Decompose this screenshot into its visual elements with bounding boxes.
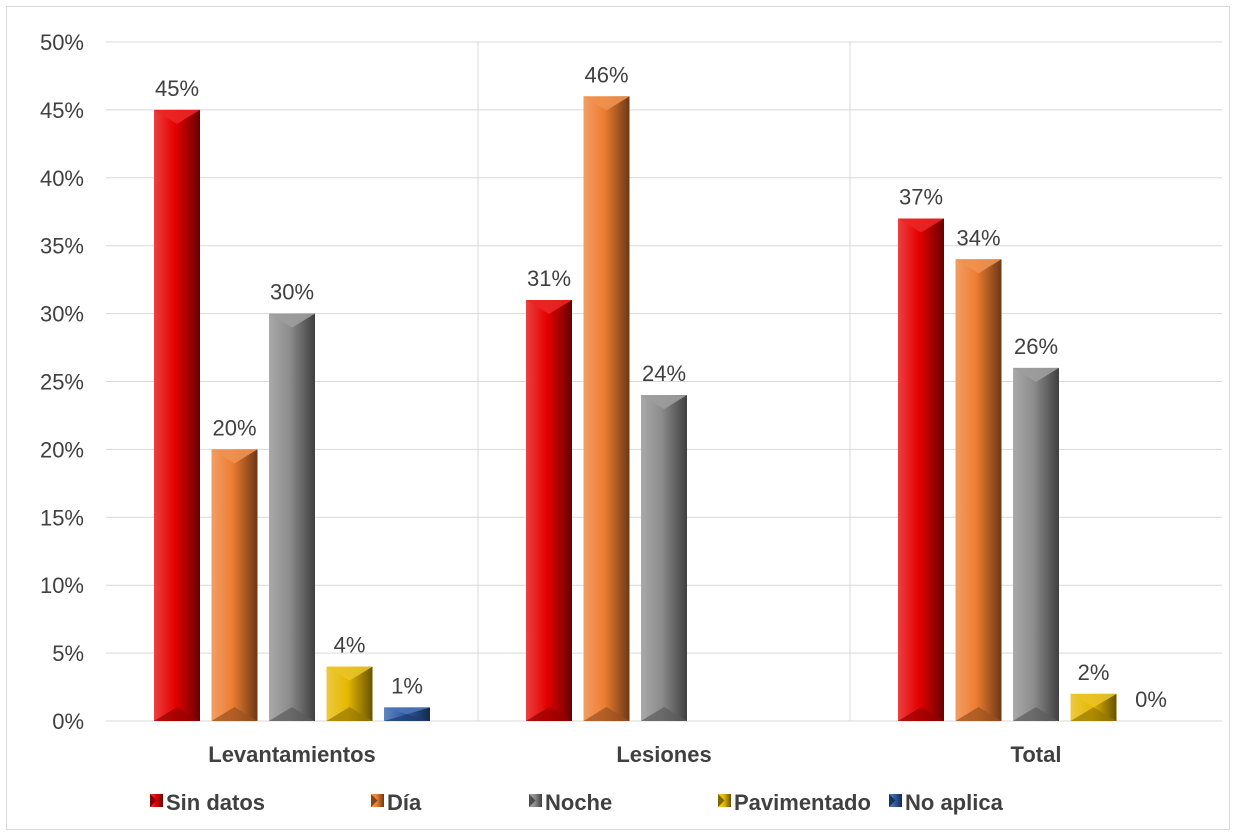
- x-tick-label: Total: [1011, 742, 1062, 767]
- data-label: 1%: [391, 673, 423, 698]
- bar-bevel-bottom: [326, 707, 373, 721]
- data-label: 26%: [1014, 334, 1058, 359]
- y-tick-label: 45%: [40, 98, 84, 123]
- bar-bevel-bottom: [898, 707, 944, 721]
- bar-bevel-bottom: [1070, 707, 1117, 721]
- legend-label: Noche: [545, 790, 612, 815]
- bar-bevel-bottom: [211, 707, 258, 721]
- data-label: 20%: [212, 415, 256, 440]
- bar-bevel-top: [955, 259, 1002, 274]
- bar-bevel-top: [526, 300, 572, 315]
- data-labels: 45% 20% 30% 4% 1% 31% 46% 24% 37% 34% 26% 2% 0%: [155, 62, 1167, 712]
- bar-total-0: [898, 218, 944, 722]
- legend-label: No aplica: [905, 790, 1004, 815]
- data-label: 31%: [527, 266, 571, 291]
- bars: [154, 96, 1117, 722]
- y-tick-label: 30%: [40, 302, 84, 327]
- data-label: 0%: [1135, 687, 1167, 712]
- bar-bevel-top: [154, 109, 200, 124]
- legend-swatch-bevel: [150, 794, 157, 807]
- bar-bevel-top: [898, 218, 944, 233]
- x-tick-label: Lesiones: [616, 742, 711, 767]
- data-label: 37%: [899, 185, 943, 210]
- legend-swatch-bevel: [371, 794, 378, 807]
- bar-bevel-bottom: [583, 707, 630, 721]
- bar-bevel-bottom: [955, 707, 1002, 721]
- bar-bevel-top: [384, 707, 430, 715]
- bar-bevel-bottom: [269, 707, 315, 721]
- data-label: 4%: [334, 633, 366, 658]
- bar-lesiones-1: [583, 96, 630, 721]
- bar-bevel-bottom: [641, 707, 687, 721]
- bar-bevel-top: [583, 96, 630, 111]
- data-label: 45%: [155, 76, 199, 101]
- legend-label: Día: [387, 790, 422, 815]
- y-tick-label: 25%: [40, 370, 84, 395]
- data-label: 34%: [956, 225, 1000, 250]
- bar-bevel-top: [1013, 367, 1059, 382]
- y-tick-label: 35%: [40, 234, 84, 259]
- bar-levantamientos-1: [211, 449, 258, 721]
- bar-bevel-bottom: [384, 714, 430, 721]
- axis-labels: 0% 5% 10% 15% 20% 25% 30% 35% 40% 45% 50% Levantami…: [40, 30, 1062, 767]
- bar-lesiones-2: [641, 395, 687, 721]
- bar-bevel-bottom: [526, 707, 572, 721]
- legend-swatch-bevel: [718, 794, 725, 807]
- bar-bevel-bottom: [154, 707, 200, 721]
- y-tick-label: 50%: [40, 30, 84, 55]
- y-tick-label: 0%: [52, 709, 84, 734]
- y-tick-label: 10%: [40, 573, 84, 598]
- data-label: 24%: [642, 361, 686, 386]
- legend-label: Sin datos: [166, 790, 265, 815]
- bar-lesiones-0: [526, 300, 572, 721]
- data-label: 46%: [584, 62, 628, 87]
- y-tick-label: 15%: [40, 505, 84, 530]
- bar-bevel-top: [269, 313, 315, 328]
- bar-levantamientos-2: [269, 313, 315, 721]
- bar-bevel-top: [1070, 693, 1117, 708]
- y-tick-label: 40%: [40, 166, 84, 191]
- bar-bevel-top: [211, 449, 258, 464]
- bar-levantamientos-0: [154, 109, 200, 721]
- bar-bevel-top: [326, 666, 373, 681]
- x-tick-label: Levantamientos: [208, 742, 376, 767]
- bar-total-1: [955, 259, 1002, 721]
- legend: Sin datos Día Noche Pavimentado No aplica: [150, 790, 1004, 815]
- bar-bevel-top: [641, 395, 687, 410]
- bar-bevel-bottom: [1013, 707, 1059, 721]
- data-label: 30%: [270, 280, 314, 305]
- data-label: 2%: [1078, 660, 1110, 685]
- bar-total-2: [1013, 367, 1059, 721]
- legend-label: Pavimentado: [734, 790, 871, 815]
- legend-swatch-bevel: [889, 794, 896, 807]
- y-tick-label: 20%: [40, 437, 84, 462]
- legend-swatch-bevel: [529, 794, 536, 807]
- y-tick-label: 5%: [52, 641, 84, 666]
